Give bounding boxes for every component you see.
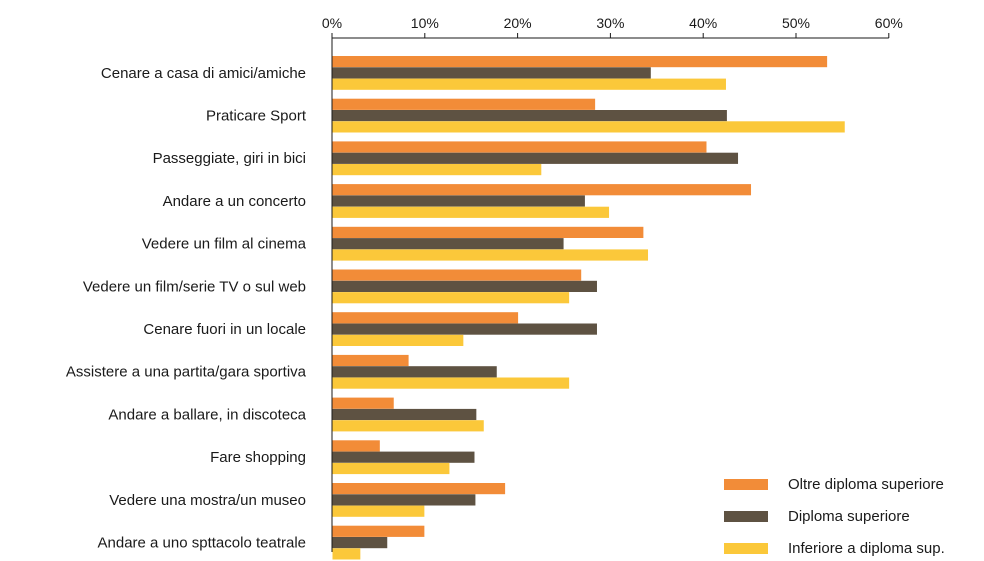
bar-11-0 xyxy=(332,525,425,537)
bar-4-1 xyxy=(332,238,564,250)
category-label: Vedere un film al cinema xyxy=(142,236,307,253)
x-tick-label: 50% xyxy=(782,15,810,31)
category-label: Passeggiate, giri in bici xyxy=(153,150,306,167)
category-label: Vedere una mostra/un museo xyxy=(109,492,306,509)
legend-label: Oltre diploma superiore xyxy=(788,476,944,493)
category-label: Andare a un concerto xyxy=(163,193,306,210)
x-tick-label: 40% xyxy=(689,15,717,31)
category-label: Andare a ballare, in discoteca xyxy=(108,406,306,423)
bar-2-2 xyxy=(332,164,542,176)
category-label: Cenare a casa di amici/amiche xyxy=(101,65,306,82)
bar-5-2 xyxy=(332,292,570,304)
x-tick-label: 20% xyxy=(504,15,532,31)
bar-0-0 xyxy=(332,56,828,68)
bar-10-0 xyxy=(332,483,506,495)
bar-8-0 xyxy=(332,397,394,409)
bar-5-0 xyxy=(332,269,582,281)
bar-0-2 xyxy=(332,78,726,90)
bar-7-0 xyxy=(332,354,409,367)
bar-0-1 xyxy=(332,67,651,79)
bar-4-2 xyxy=(332,249,649,261)
bar-9-1 xyxy=(332,451,475,463)
x-tick-label: 30% xyxy=(596,15,624,31)
legend-swatch xyxy=(724,511,768,522)
bar-10-2 xyxy=(332,505,425,517)
legend: Oltre diploma superiore Diploma superiore… xyxy=(724,476,945,557)
bar-1-1 xyxy=(332,110,727,122)
bar-1-2 xyxy=(332,121,845,133)
x-tick-label: 0% xyxy=(322,15,342,31)
x-tick-label: 10% xyxy=(411,15,439,31)
legend-swatch xyxy=(724,543,768,554)
category-label: Cenare fuori in un locale xyxy=(143,321,306,338)
legend-swatch xyxy=(724,479,768,490)
bar-4-0 xyxy=(332,226,644,238)
category-label: Praticare Sport xyxy=(206,108,307,125)
bar-8-2 xyxy=(332,420,484,432)
bar-1-0 xyxy=(332,98,596,110)
bar-11-2 xyxy=(332,548,361,560)
bar-7-2 xyxy=(332,377,570,389)
bar-11-1 xyxy=(332,537,388,549)
bar-6-0 xyxy=(332,312,519,324)
bar-5-1 xyxy=(332,280,597,292)
bar-6-1 xyxy=(332,323,597,335)
legend-label: Inferiore a diploma sup. xyxy=(788,540,945,557)
bar-10-1 xyxy=(332,494,476,506)
bar-2-0 xyxy=(332,141,707,153)
bar-7-1 xyxy=(332,366,497,378)
bar-6-2 xyxy=(332,334,464,346)
bars xyxy=(332,56,845,560)
x-tick-label: 60% xyxy=(875,15,903,31)
bar-8-1 xyxy=(332,408,477,421)
category-label: Vedere un film/serie TV o sul web xyxy=(83,278,306,295)
category-label: Fare shopping xyxy=(210,449,306,466)
category-label: Andare a uno spttacolo teatrale xyxy=(98,535,306,552)
bar-3-2 xyxy=(332,206,610,218)
bar-2-1 xyxy=(332,152,739,164)
category-label: Assistere a una partita/gara sportiva xyxy=(66,364,307,381)
legend-label: Diploma superiore xyxy=(788,508,910,525)
category-labels: Cenare a casa di amici/amiche Praticare S… xyxy=(66,65,307,552)
bar-3-1 xyxy=(332,195,585,207)
bar-9-0 xyxy=(332,440,380,452)
x-axis-ticks: 0% 10% 20% 30% 40% 50% 60% xyxy=(322,15,903,38)
bar-9-2 xyxy=(332,462,450,475)
bar-3-0 xyxy=(332,184,752,196)
